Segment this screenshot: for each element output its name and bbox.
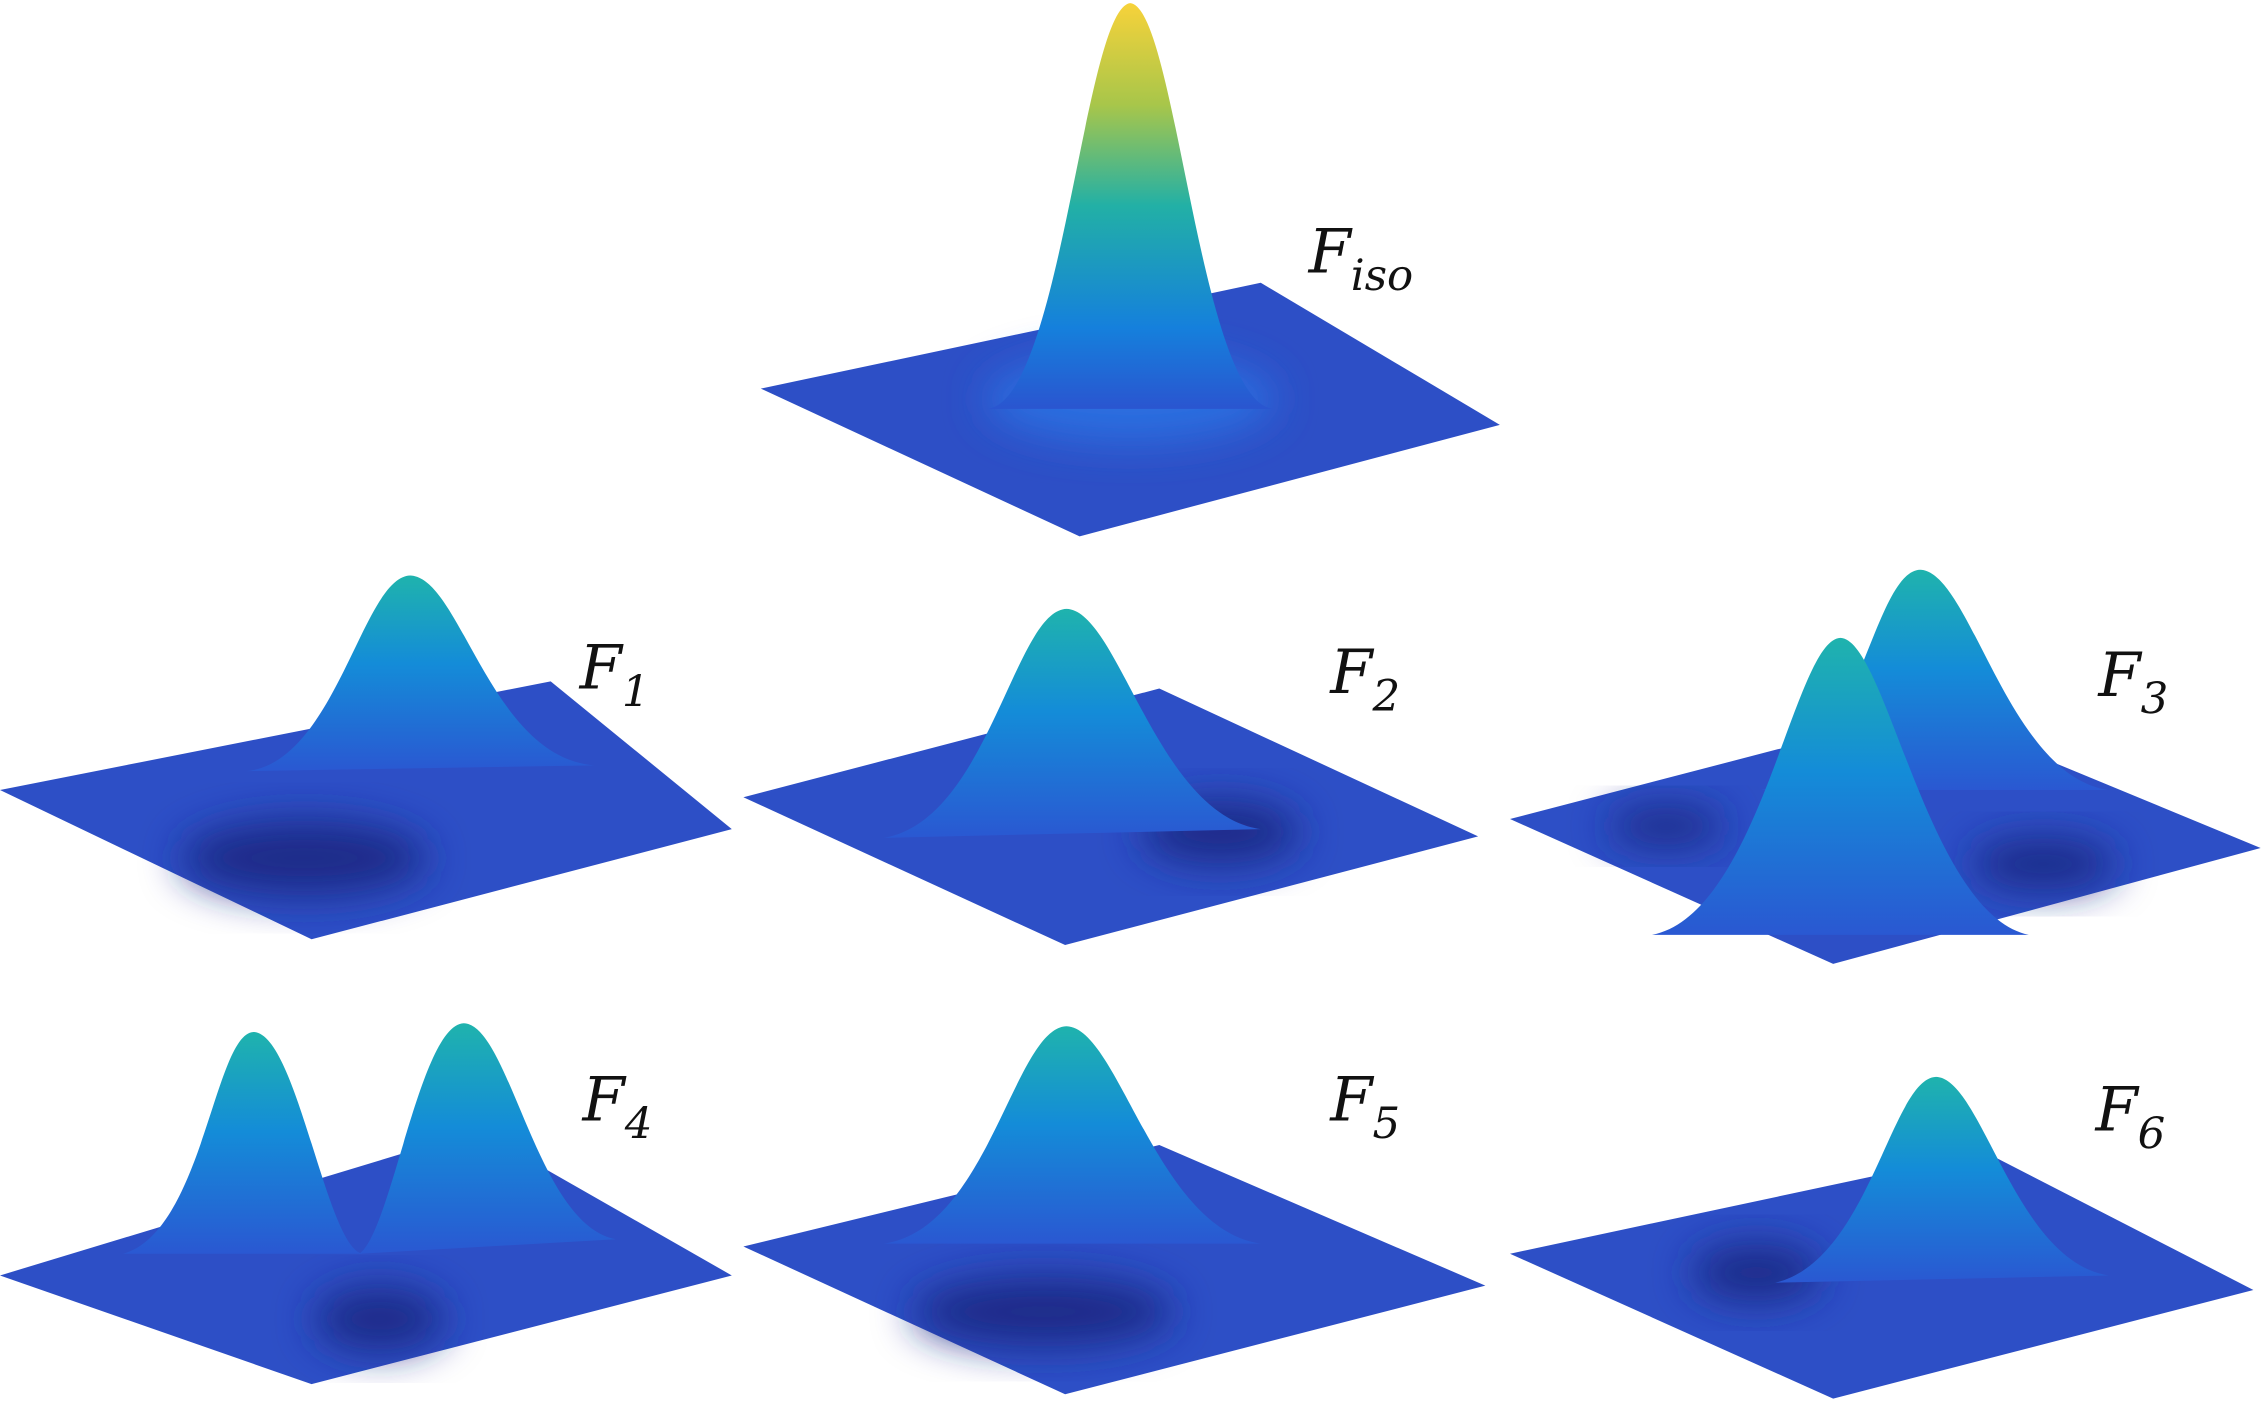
label-main: F <box>579 634 625 704</box>
panel-label: F1 <box>579 634 650 717</box>
label-subscript: 2 <box>1372 671 1401 721</box>
panel-label: F5 <box>1329 1065 1400 1148</box>
label-main: F <box>1329 638 1375 708</box>
surface-4 <box>0 1023 732 1385</box>
panel-label: F3 <box>2097 641 2168 724</box>
label-subscript: 4 <box>624 1099 653 1149</box>
panel-label: F6 <box>2094 1076 2165 1159</box>
surface-6 <box>1510 1076 2254 1399</box>
label-main: F <box>1308 218 1354 288</box>
label-subscript: 6 <box>2138 1109 2166 1159</box>
panel-label: F4 <box>582 1065 653 1148</box>
label-main: F <box>582 1065 628 1135</box>
label-subscript: 1 <box>622 667 650 717</box>
label-subscript: iso <box>1351 251 1413 301</box>
surface-iso <box>760 3 1500 537</box>
surface-5 <box>743 1026 1486 1395</box>
surface-2 <box>743 608 1479 946</box>
label-main: F <box>2094 1076 2140 1146</box>
label-subscript: 5 <box>1373 1099 1401 1149</box>
panel-label: F2 <box>1329 638 1400 721</box>
surface-3 <box>1510 569 2261 964</box>
panel-label: Fiso <box>1308 218 1414 301</box>
label-main: F <box>1329 1065 1375 1135</box>
surface-1 <box>0 575 732 940</box>
label-subscript: 3 <box>2141 674 2169 724</box>
label-main: F <box>2097 641 2143 711</box>
